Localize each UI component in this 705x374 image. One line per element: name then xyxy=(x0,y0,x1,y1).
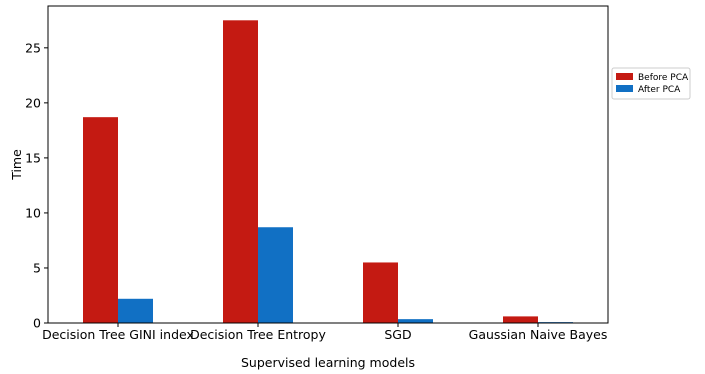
bar-before-pca-4 xyxy=(503,316,538,323)
bar-after-pca-3 xyxy=(398,319,433,323)
y-tick-label: 0 xyxy=(33,316,41,331)
bar-before-pca-3 xyxy=(363,262,398,323)
y-tick-label: 15 xyxy=(25,150,41,165)
legend-entry: Before PCA xyxy=(638,73,689,83)
bar-before-pca-1 xyxy=(83,117,118,323)
x-tick-label: Gaussian Naive Bayes xyxy=(469,327,608,342)
x-axis-label: Supervised learning models xyxy=(241,355,415,370)
bar-after-pca-2 xyxy=(258,227,293,323)
y-tick-label: 20 xyxy=(25,95,41,110)
bar-after-pca-1 xyxy=(118,298,153,323)
legend: Before PCA After PCA xyxy=(611,67,691,100)
y-tick-label: 25 xyxy=(25,40,41,55)
plot-frame xyxy=(47,5,609,324)
y-tick-label: 10 xyxy=(25,205,41,220)
y-axis-label: Time xyxy=(9,149,24,181)
legend-swatch xyxy=(616,85,633,92)
x-tick-label: SGD xyxy=(384,327,411,342)
bars-group xyxy=(83,20,573,324)
x-tick-label: Decision Tree GINI index xyxy=(42,327,194,342)
legend-entry: After PCA xyxy=(638,85,681,95)
bar-before-pca-2 xyxy=(223,20,258,324)
y-tick-label: 5 xyxy=(33,260,41,275)
x-tick-label: Decision Tree Entropy xyxy=(190,327,326,342)
y-axis: 0 5 10 15 20 25 xyxy=(25,40,48,331)
legend-swatch xyxy=(616,73,633,80)
